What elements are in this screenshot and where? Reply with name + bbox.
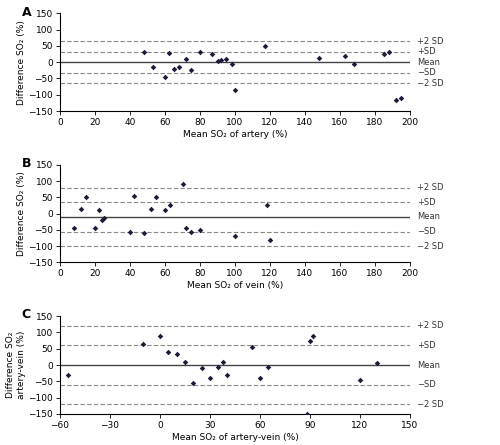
Point bbox=[222, 371, 230, 378]
Point bbox=[182, 55, 190, 62]
Point bbox=[149, 64, 157, 71]
Point bbox=[222, 55, 230, 62]
Point bbox=[231, 86, 239, 93]
Point bbox=[196, 49, 204, 56]
Point bbox=[248, 344, 256, 351]
Point bbox=[397, 94, 405, 101]
Point bbox=[266, 236, 274, 243]
Point bbox=[140, 49, 148, 56]
Point bbox=[392, 96, 400, 103]
Point bbox=[261, 42, 269, 49]
Point bbox=[140, 340, 147, 348]
Text: +2 SD: +2 SD bbox=[417, 36, 444, 45]
Point bbox=[208, 50, 216, 57]
Point bbox=[220, 358, 228, 365]
Point bbox=[380, 50, 388, 57]
Point bbox=[170, 65, 178, 72]
Point bbox=[156, 332, 164, 339]
Point bbox=[140, 230, 148, 237]
Point bbox=[341, 52, 349, 59]
Point bbox=[91, 225, 99, 232]
Point bbox=[82, 194, 90, 201]
Point bbox=[152, 194, 160, 201]
X-axis label: Mean SO₂ of vein (%): Mean SO₂ of vein (%) bbox=[187, 281, 283, 290]
Point bbox=[187, 228, 195, 235]
Point bbox=[356, 376, 364, 383]
Point bbox=[182, 225, 190, 232]
Point bbox=[70, 225, 78, 232]
Point bbox=[166, 202, 174, 209]
Point bbox=[181, 358, 189, 365]
Y-axis label: Difference SO₂
artery-vein (%): Difference SO₂ artery-vein (%) bbox=[6, 331, 25, 399]
Point bbox=[164, 49, 172, 57]
Point bbox=[98, 217, 106, 224]
Text: +SD: +SD bbox=[417, 341, 436, 350]
Text: B: B bbox=[22, 157, 31, 170]
Text: −2 SD: −2 SD bbox=[417, 79, 444, 88]
Text: Mean: Mean bbox=[417, 58, 440, 67]
Point bbox=[126, 228, 134, 235]
Point bbox=[385, 49, 393, 56]
X-axis label: Mean SO₂ of artery-vein (%): Mean SO₂ of artery-vein (%) bbox=[172, 433, 298, 441]
Point bbox=[214, 57, 222, 64]
Point bbox=[262, 202, 270, 209]
Text: −SD: −SD bbox=[417, 380, 436, 389]
Point bbox=[64, 371, 72, 378]
Point bbox=[130, 192, 138, 199]
Point bbox=[214, 363, 222, 370]
Text: +SD: +SD bbox=[417, 198, 436, 207]
Text: −2 SD: −2 SD bbox=[417, 400, 444, 409]
Text: A: A bbox=[22, 5, 31, 19]
Point bbox=[100, 215, 108, 222]
Point bbox=[206, 375, 214, 382]
Point bbox=[196, 227, 204, 234]
Point bbox=[198, 365, 205, 372]
X-axis label: Mean SO₂ of artery (%): Mean SO₂ of artery (%) bbox=[183, 130, 287, 139]
Point bbox=[161, 73, 169, 81]
Text: −SD: −SD bbox=[417, 68, 436, 77]
Point bbox=[231, 233, 239, 240]
Point bbox=[94, 207, 102, 214]
Point bbox=[372, 360, 380, 367]
Point bbox=[256, 375, 264, 382]
Y-axis label: Difference SO₂ (%): Difference SO₂ (%) bbox=[16, 20, 26, 105]
Point bbox=[217, 56, 225, 63]
Point bbox=[302, 410, 310, 417]
Point bbox=[350, 60, 358, 67]
Text: −2 SD: −2 SD bbox=[417, 242, 444, 251]
Point bbox=[175, 64, 183, 71]
Text: Mean: Mean bbox=[417, 212, 440, 221]
Point bbox=[306, 337, 314, 344]
Point bbox=[172, 350, 180, 357]
Point bbox=[228, 60, 235, 67]
Point bbox=[164, 348, 172, 356]
Text: −SD: −SD bbox=[417, 227, 436, 236]
Text: +SD: +SD bbox=[417, 47, 436, 56]
Point bbox=[264, 363, 272, 370]
Point bbox=[310, 332, 318, 339]
Text: Mean: Mean bbox=[417, 360, 440, 369]
Y-axis label: Difference SO₂ (%): Difference SO₂ (%) bbox=[16, 171, 26, 256]
Point bbox=[190, 379, 198, 386]
Point bbox=[161, 207, 169, 214]
Point bbox=[315, 55, 323, 62]
Point bbox=[178, 181, 186, 188]
Text: +2 SD: +2 SD bbox=[417, 321, 444, 331]
Point bbox=[147, 205, 155, 212]
Point bbox=[77, 205, 85, 212]
Text: +2 SD: +2 SD bbox=[417, 183, 444, 192]
Point bbox=[187, 67, 195, 74]
Text: C: C bbox=[22, 308, 30, 321]
